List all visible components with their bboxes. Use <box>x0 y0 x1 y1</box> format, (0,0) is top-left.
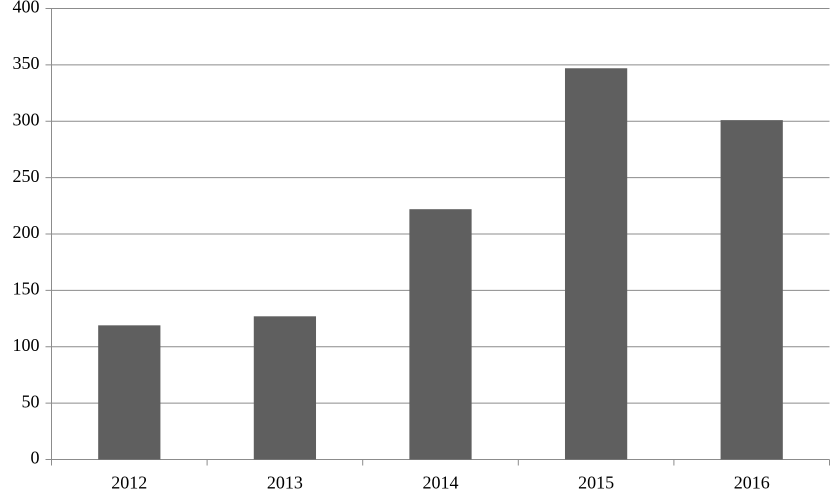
bar <box>98 325 161 460</box>
x-tick-label: 2016 <box>734 473 770 492</box>
y-tick-label: 150 <box>13 279 40 299</box>
y-tick-label: 300 <box>13 109 40 129</box>
x-tick-label: 2014 <box>423 473 459 492</box>
x-tick-label: 2015 <box>578 473 614 492</box>
bar <box>409 209 472 460</box>
y-tick-label: 0 <box>31 448 40 468</box>
x-tick-label: 2012 <box>111 473 147 492</box>
bar <box>253 316 317 460</box>
y-tick-label: 200 <box>13 222 40 242</box>
y-tick-label: 350 <box>13 53 40 73</box>
y-tick-label: 100 <box>13 335 40 355</box>
bar <box>720 120 783 460</box>
y-tick-label: 250 <box>13 166 40 186</box>
bar <box>564 68 628 460</box>
y-tick-label: 50 <box>22 391 40 411</box>
x-tick-label: 2013 <box>267 473 303 492</box>
y-tick-label: 400 <box>13 0 40 17</box>
